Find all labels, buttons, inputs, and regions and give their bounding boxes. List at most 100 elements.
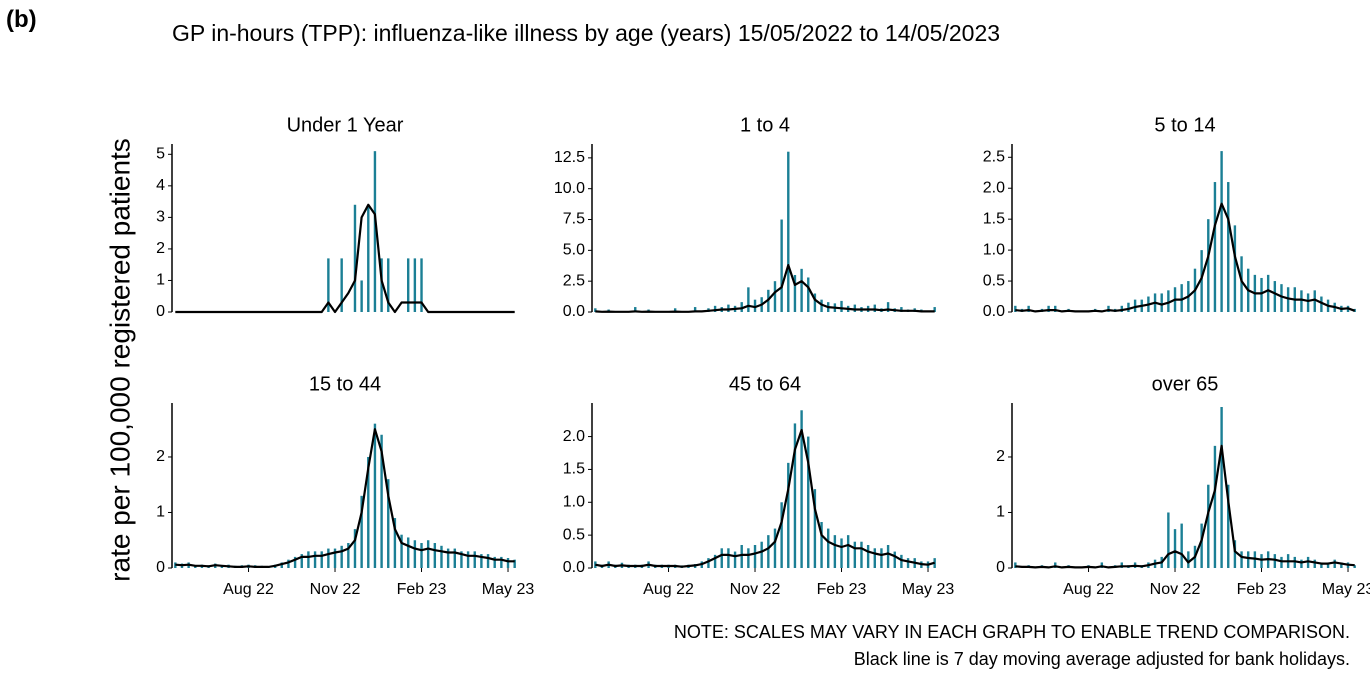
bar [827,528,830,568]
bar [313,551,317,568]
bar [1227,182,1230,312]
bar [1300,290,1303,312]
panel-title: Under 1 Year [287,114,404,136]
bar [1286,287,1290,312]
bar [453,548,456,568]
bar [1207,219,1210,312]
bar [873,304,876,312]
bar [780,219,783,312]
x-tick-label: Nov 22 [730,581,781,598]
bar [387,258,390,312]
bar [327,258,330,312]
bar [446,548,450,568]
bar [720,548,723,568]
bar [1280,556,1283,568]
bar [1273,281,1277,312]
bar [353,204,357,312]
note: Black line is 7 day moving average adjus… [854,649,1350,669]
bar [1227,484,1230,568]
panel-title: over 65 [1152,373,1219,395]
y-tick-label: 1.0 [563,494,585,511]
bar [1320,296,1323,312]
bar [1320,562,1323,568]
bar [1014,305,1017,312]
moving-average-line [1015,444,1355,569]
moving-average-line [175,203,515,314]
bar [1326,562,1330,568]
y-tick-label: 1.0 [983,241,1005,258]
x-tick-label: Nov 22 [310,581,361,598]
y-tick-label: 2.5 [983,149,1005,166]
bar [713,305,717,312]
bar [333,548,337,568]
bar [807,436,810,568]
bar [373,423,377,568]
panel-title: 15 to 44 [309,373,381,395]
bar [440,545,443,568]
moving-average-line [1015,202,1356,313]
bar [886,302,890,312]
x-tick-label: Nov 22 [1150,581,1201,598]
bar [873,548,876,568]
bar [1173,529,1177,568]
bar [407,537,410,568]
bar [813,489,817,568]
bar [1213,182,1217,312]
y-tick-label: 0.0 [983,303,1005,320]
bar [1340,562,1343,568]
x-tick-label: May 23 [1322,581,1370,598]
bar [1180,523,1183,568]
bar [767,535,770,568]
bar [480,554,483,568]
bar [1313,290,1316,312]
x-tick-label: Feb 23 [1237,581,1287,598]
bar [1207,484,1210,568]
y-tick-label: 2.0 [563,428,585,445]
y-tick-label: 3 [156,209,165,226]
bar [340,258,343,312]
bar [1200,523,1203,568]
bar [433,543,437,568]
bar [1260,277,1263,312]
bar [1306,293,1310,312]
y-tick-label: 1.5 [983,210,1005,227]
bar [727,304,730,312]
bar [693,307,697,312]
bar [753,545,757,568]
bar [360,280,363,312]
bar [787,151,790,312]
bar [866,545,870,568]
bar [933,307,936,312]
bar [513,559,516,568]
bar [320,551,323,568]
bar [793,275,797,312]
bar [1167,512,1170,568]
bar [634,307,637,312]
bar [747,548,750,568]
bar [1160,293,1163,312]
bar [506,558,510,568]
bar [1047,305,1050,312]
y-tick-label: 5 [156,146,165,163]
bar [1333,559,1336,568]
bar [893,551,896,568]
bar [673,308,677,312]
y-tick-label: 2.0 [983,179,1005,196]
y-tick-label: 0.0 [563,303,585,320]
bar [373,151,377,312]
bar [347,543,350,568]
bar [407,258,410,312]
bar [820,522,823,568]
bar [360,495,363,568]
y-tick-label: 1 [996,504,1005,521]
bar [860,541,863,568]
bar [906,558,910,568]
bar [846,535,850,568]
moving-average-line [595,264,935,313]
bar [353,529,357,568]
bar [413,540,417,568]
note: NOTE: SCALES MAY VARY IN EACH GRAPH TO E… [674,622,1350,642]
y-tick-label: 12.5 [554,149,585,166]
bar [880,548,883,568]
